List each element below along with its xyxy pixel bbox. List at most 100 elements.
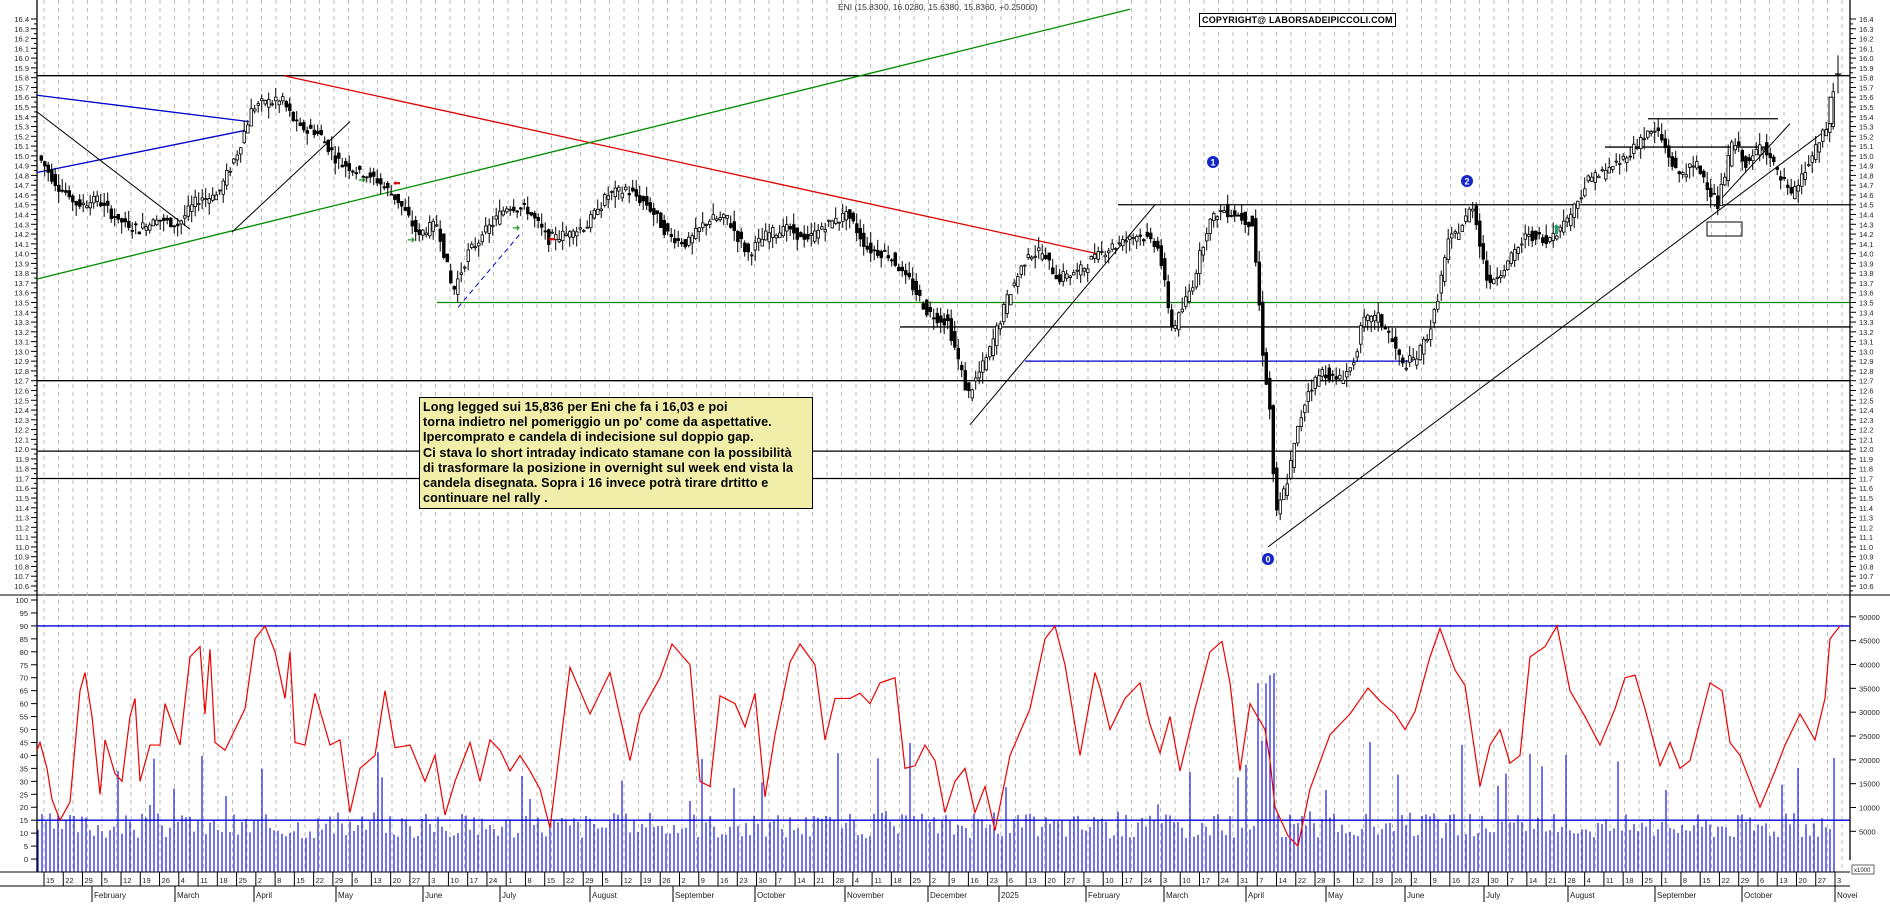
day-tick: 18: [219, 876, 227, 885]
day-tick: 3: [431, 876, 435, 885]
day-tick: 25: [239, 876, 247, 885]
day-tick: 28: [836, 876, 844, 885]
month-label: October: [1744, 891, 1773, 900]
day-tick: 12: [1356, 876, 1364, 885]
volume-tick: 15000: [1859, 780, 1880, 789]
day-tick: 18: [893, 876, 901, 885]
day-tick: 3: [1163, 876, 1167, 885]
price-tick-left: 15.7: [14, 83, 29, 92]
price-tick-left: 10.6: [14, 582, 29, 591]
day-tick: 23: [1471, 876, 1479, 885]
day-tick: 10: [1182, 876, 1190, 885]
price-tick-left: 12.2: [14, 426, 29, 435]
price-tick-right: 11.9: [1859, 455, 1873, 464]
price-tick-left: 13.9: [14, 259, 29, 268]
price-tick-left: 16.3: [14, 25, 29, 34]
price-tick-left: 14.9: [14, 162, 29, 171]
day-tick: 12: [123, 876, 131, 885]
price-tick-left: 11.8: [15, 465, 29, 474]
day-tick: 19: [1375, 876, 1383, 885]
day-tick: 5: [104, 876, 108, 885]
oscillator-tick: 45: [20, 738, 28, 747]
note-line: Long legged sui 15,836 per Eni che fa i …: [423, 400, 728, 414]
oscillator-tick: 80: [20, 648, 28, 657]
price-tick-left: 13.0: [14, 347, 29, 356]
wave-marker: [1207, 156, 1219, 168]
day-tick: 16: [1452, 876, 1460, 885]
oscillator-tick: 60: [20, 700, 28, 709]
up-arrow-icon: ⬆: [1551, 222, 1562, 237]
oscillator-tick: 90: [20, 622, 28, 631]
month-label: September: [1657, 891, 1696, 900]
month-label: February: [94, 891, 126, 900]
day-tick: 6: [1760, 876, 1764, 885]
price-tick-left: 11.0: [15, 543, 29, 552]
day-tick: 15: [547, 876, 555, 885]
day-tick: 11: [1606, 876, 1614, 885]
volume-tick: 20000: [1859, 756, 1880, 765]
note-line: candela disegnata. Sopra i 16 invece pot…: [423, 476, 769, 491]
price-tick-left: 15.6: [14, 93, 29, 102]
price-tick-right: 11.4: [1859, 504, 1873, 513]
day-tick: 22: [1721, 876, 1729, 885]
empty-box: [1706, 221, 1743, 237]
oscillator-tick: 25: [20, 790, 28, 799]
price-tick-right: 15.8: [1859, 74, 1874, 83]
month-label: August: [1570, 891, 1596, 900]
price-tick-right: 14.6: [1859, 191, 1874, 200]
wave-marker: [1262, 553, 1274, 565]
day-tick: 3: [1837, 876, 1841, 885]
wave-marker-label: 1: [1210, 158, 1215, 168]
price-tick-left: 15.0: [14, 152, 29, 161]
price-tick-right: 13.9: [1859, 259, 1874, 268]
buy-arrow-icon: ➜: [407, 235, 415, 246]
month-label: November: [847, 891, 884, 900]
day-tick: 20: [1798, 876, 1806, 885]
price-tick-left: 11.2: [15, 523, 29, 532]
day-tick: 22: [1298, 876, 1306, 885]
price-tick-right: 14.4: [1859, 211, 1874, 220]
price-tick-left: 14.2: [14, 230, 29, 239]
oscillator-tick: 15: [20, 816, 28, 825]
price-tick-right: 14.8: [1859, 171, 1874, 180]
day-tick: 5: [1336, 876, 1340, 885]
month-label: July: [1486, 891, 1500, 900]
price-tick-right: 10.9: [1859, 553, 1874, 562]
note-line: Ipercomprato e candela di indecisione su…: [423, 430, 754, 445]
price-tick-left: 13.6: [14, 289, 29, 298]
month-label: April: [1248, 891, 1264, 900]
price-tick-left: 16.2: [14, 35, 29, 44]
price-tick-right: 15.5: [1859, 103, 1874, 112]
price-tick-left: 11.3: [15, 514, 29, 523]
price-tick-right: 12.8: [1859, 367, 1874, 376]
oscillator-tick: 50: [20, 726, 28, 735]
day-tick: 19: [643, 876, 651, 885]
month-label: 2025: [1001, 891, 1019, 900]
price-tick-left: 12.8: [14, 367, 29, 376]
price-tick-left: 13.8: [14, 269, 29, 278]
price-tick-right: 15.3: [1859, 123, 1874, 132]
price-tick-left: 15.9: [14, 64, 29, 73]
month-label: February: [1088, 891, 1120, 900]
day-tick: 21: [1548, 876, 1556, 885]
price-tick-left: 15.4: [14, 113, 29, 122]
price-tick-right: 12.1: [1859, 435, 1874, 444]
note-line: Ci stava lo short intraday indicato stam…: [423, 445, 792, 460]
price-tick-left: 11.4: [15, 504, 29, 513]
oscillator-tick: 10: [20, 829, 28, 838]
price-tick-right: 11.6: [1859, 484, 1873, 493]
price-tick-right: 16.3: [1859, 25, 1874, 34]
day-tick: 5: [604, 876, 608, 885]
day-tick: 29: [585, 876, 593, 885]
month-label: April: [256, 891, 272, 900]
day-tick: 21: [816, 876, 824, 885]
price-tick-left: 12.7: [14, 377, 29, 386]
price-tick-right: 15.1: [1859, 142, 1874, 151]
price-tick-left: 12.5: [14, 396, 29, 405]
day-tick: 13: [373, 876, 381, 885]
trendline: [1713, 123, 1791, 208]
price-tick-right: 14.7: [1859, 181, 1874, 190]
day-tick: 7: [1259, 876, 1263, 885]
note-line: continuare nel rally .: [423, 491, 548, 506]
price-tick-left: 11.1: [15, 533, 29, 542]
